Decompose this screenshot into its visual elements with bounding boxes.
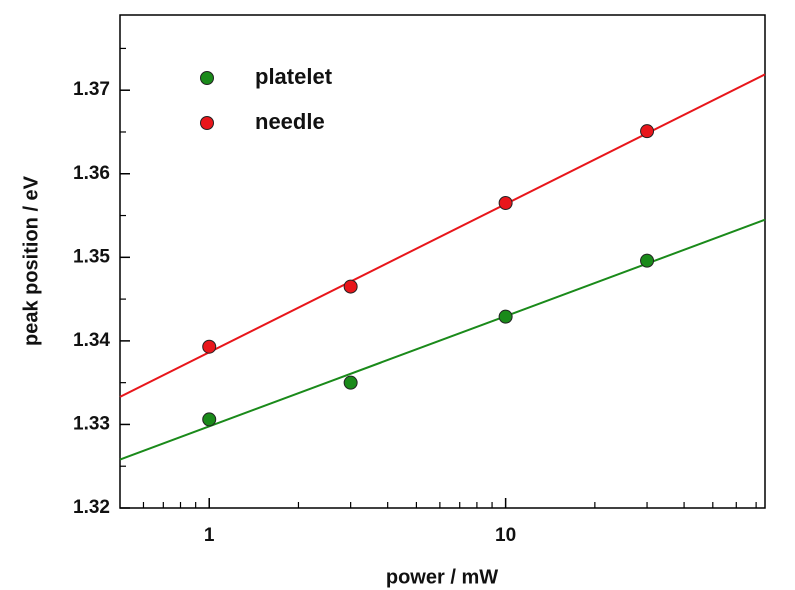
- data-point: [498, 309, 513, 324]
- y-tick-label: 1.35: [73, 246, 110, 267]
- fit-line: [119, 218, 766, 461]
- y-tick-label: 1.36: [73, 163, 110, 184]
- x-tick-label: 1: [204, 525, 215, 546]
- data-point: [202, 339, 217, 354]
- data-point: [343, 279, 358, 294]
- legend-label: platelet: [255, 64, 333, 89]
- y-tick-label: 1.32: [73, 497, 110, 518]
- x-axis-label: power / mW: [386, 566, 498, 588]
- legend-marker: [200, 116, 214, 130]
- legend-label: needle: [255, 109, 325, 134]
- data-point: [202, 412, 217, 427]
- plot-frame: [119, 14, 766, 509]
- fit-line: [119, 73, 766, 398]
- y-tick-label: 1.37: [73, 79, 110, 100]
- y-tick-label: 1.33: [73, 413, 110, 434]
- x-tick-label: 10: [495, 525, 516, 546]
- y-axis-label: peak position / eV: [20, 175, 42, 346]
- data-point: [640, 253, 655, 268]
- data-point: [498, 196, 513, 211]
- legend-marker: [200, 71, 214, 85]
- y-tick-label: 1.34: [73, 330, 110, 351]
- data-point: [640, 124, 655, 139]
- data-point: [343, 375, 358, 390]
